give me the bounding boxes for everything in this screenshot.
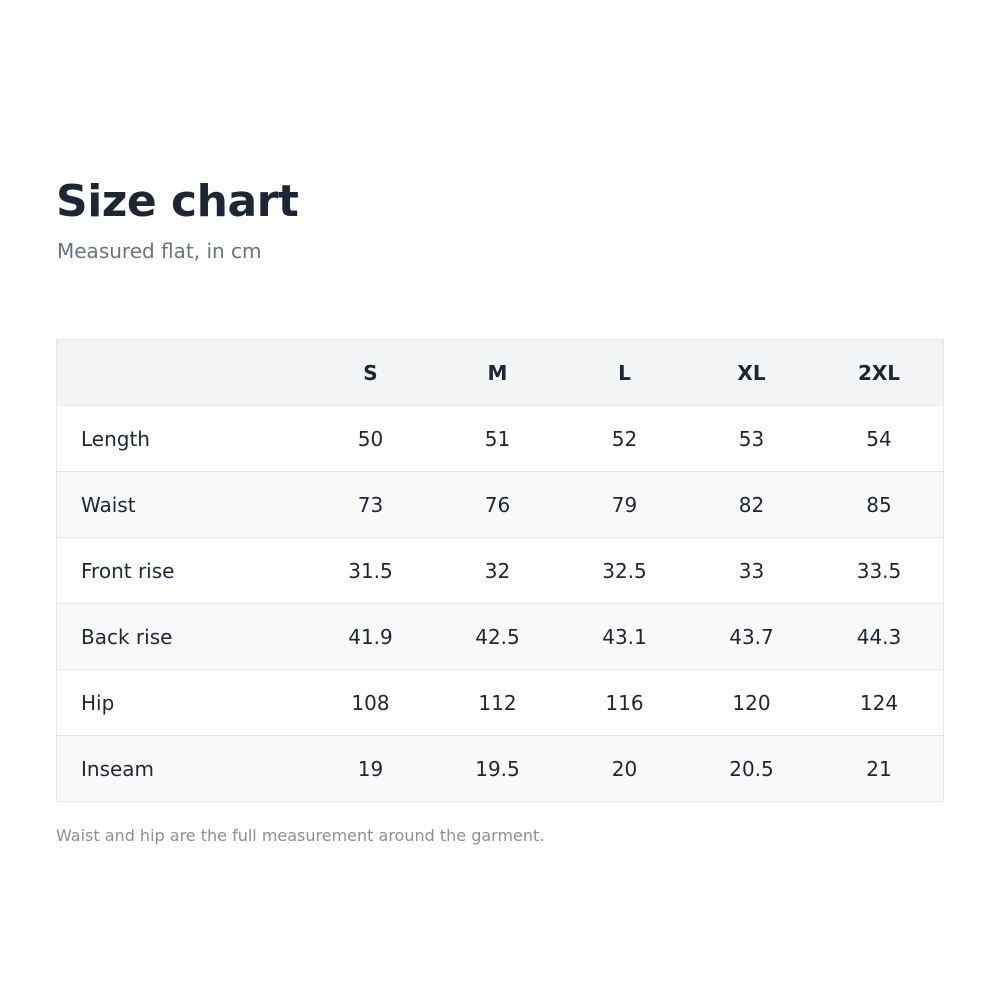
table-head: S M L XL 2XL bbox=[56, 339, 944, 406]
measurement-cell: 19 bbox=[307, 735, 434, 802]
row-label: Back rise bbox=[56, 603, 307, 670]
column-header: 2XL bbox=[815, 339, 944, 406]
header-row: S M L XL 2XL bbox=[56, 339, 944, 406]
table-row: Waist 73 76 79 82 85 bbox=[56, 471, 944, 538]
measurement-cell: 53 bbox=[688, 405, 815, 472]
table-row: Front rise 31.5 32 32.5 33 33.5 bbox=[56, 537, 944, 604]
title: Size chart bbox=[56, 176, 299, 227]
measurement-cell: 33 bbox=[688, 537, 815, 604]
measurement-cell: 79 bbox=[561, 471, 688, 538]
row-label: Inseam bbox=[56, 735, 307, 802]
measurement-cell: 50 bbox=[307, 405, 434, 472]
measurement-cell: 21 bbox=[815, 735, 944, 802]
column-header: XL bbox=[688, 339, 815, 406]
measurement-cell: 32 bbox=[434, 537, 561, 604]
measurement-cell: 32.5 bbox=[561, 537, 688, 604]
measurement-cell: 20 bbox=[561, 735, 688, 802]
measurement-cell: 41.9 bbox=[307, 603, 434, 670]
table-row: Hip 108 112 116 120 124 bbox=[56, 669, 944, 736]
corner-cell bbox=[56, 339, 307, 406]
measurement-cell: 43.7 bbox=[688, 603, 815, 670]
column-header: L bbox=[561, 339, 688, 406]
subtitle: Measured flat, in cm bbox=[57, 239, 262, 263]
measurement-cell: 85 bbox=[815, 471, 944, 538]
table-row: Back rise 41.9 42.5 43.1 43.7 44.3 bbox=[56, 603, 944, 670]
column-header: M bbox=[434, 339, 561, 406]
measurement-cell: 20.5 bbox=[688, 735, 815, 802]
footnote: Waist and hip are the full measurement a… bbox=[56, 826, 545, 845]
row-label: Waist bbox=[56, 471, 307, 538]
measurement-cell: 112 bbox=[434, 669, 561, 736]
measurement-cell: 120 bbox=[688, 669, 815, 736]
row-label: Front rise bbox=[56, 537, 307, 604]
measurement-cell: 82 bbox=[688, 471, 815, 538]
measurement-cell: 116 bbox=[561, 669, 688, 736]
measurement-cell: 19.5 bbox=[434, 735, 561, 802]
measurement-cell: 44.3 bbox=[815, 603, 944, 670]
measurement-cell: 124 bbox=[815, 669, 944, 736]
measurement-cell: 52 bbox=[561, 405, 688, 472]
measurement-cell: 108 bbox=[307, 669, 434, 736]
table-body: Length 50 51 52 53 54 Waist 73 76 79 82 85 Front ris… bbox=[56, 405, 944, 802]
table-row: Length 50 51 52 53 54 bbox=[56, 405, 944, 472]
table-row: Inseam 19 19.5 20 20.5 21 bbox=[56, 735, 944, 802]
measurement-cell: 33.5 bbox=[815, 537, 944, 604]
measurement-cell: 73 bbox=[307, 471, 434, 538]
row-label: Hip bbox=[56, 669, 307, 736]
measurement-cell: 43.1 bbox=[561, 603, 688, 670]
column-header: S bbox=[307, 339, 434, 406]
row-label: Length bbox=[56, 405, 307, 472]
measurement-cell: 76 bbox=[434, 471, 561, 538]
size-table: S M L XL 2XL Length 50 51 52 53 54 Waist 73 76 79 82 85… bbox=[56, 339, 944, 802]
measurement-cell: 54 bbox=[815, 405, 944, 472]
measurement-cell: 42.5 bbox=[434, 603, 561, 670]
measurement-cell: 31.5 bbox=[307, 537, 434, 604]
measurement-cell: 51 bbox=[434, 405, 561, 472]
